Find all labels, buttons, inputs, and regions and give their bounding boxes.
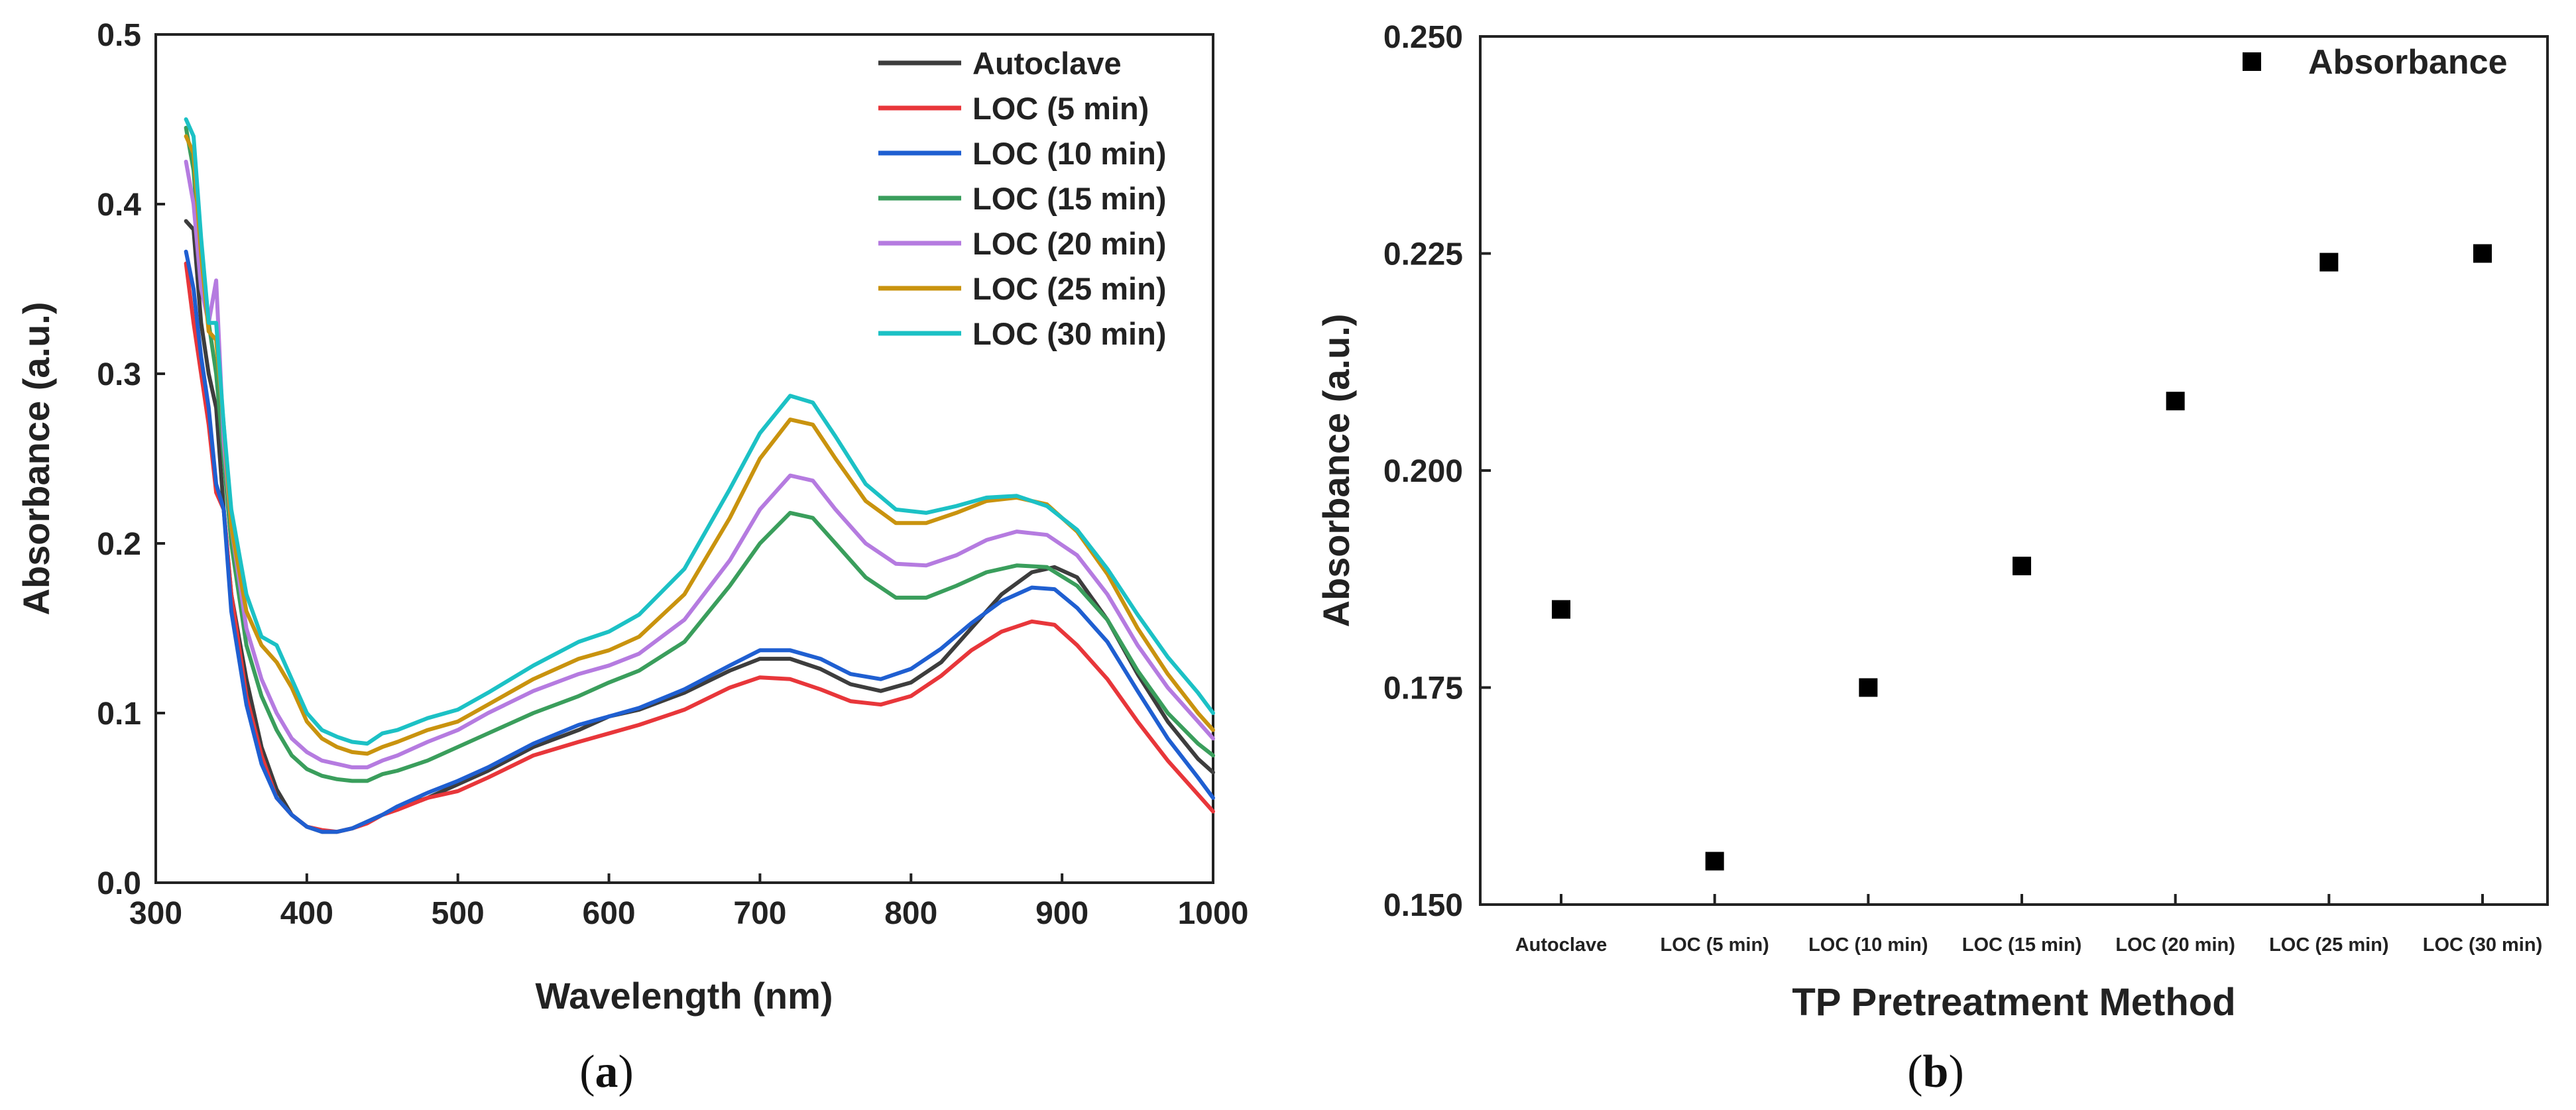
x-tick-label-a: 500 — [432, 896, 485, 931]
y-tick-label-a: 0.5 — [97, 18, 141, 53]
series-line-loc-25-min — [184, 134, 1215, 756]
x-tick-label-b: LOC (30 min) — [2423, 934, 2542, 956]
scatter-points-b — [1552, 244, 2492, 871]
x-tick-label-a: 800 — [884, 896, 937, 931]
legend-label-absorbance: Absorbance — [2308, 43, 2508, 82]
y-axis-title-a: Absorbance (a.u.) — [15, 302, 57, 616]
series-line-loc-15-min — [184, 125, 1215, 783]
series-line-loc-30-min — [184, 117, 1215, 746]
scatter-point-loc-5-min — [1705, 852, 1724, 871]
x-tick-label-b: Autoclave — [1515, 934, 1608, 956]
x-tick-label-a: 400 — [280, 896, 333, 931]
y-tick-label-a: 0.4 — [97, 188, 141, 223]
panel-label-b: (b) — [1907, 1046, 1964, 1097]
legend-b: Absorbance — [2243, 43, 2508, 82]
legend-label-autoclave: Autoclave — [972, 46, 1122, 81]
x-tick-label-a: 1000 — [1178, 896, 1249, 931]
scatter-point-autoclave — [1552, 600, 1570, 619]
panel-label-a: (a) — [579, 1046, 634, 1097]
x-axis-b: Autoclave LOC (5 min) LOC (10 min) LOC (15 … — [1515, 894, 2542, 956]
y-tick-label-b: 0.225 — [1383, 237, 1463, 272]
legend-marker-absorbance — [2243, 52, 2261, 71]
legend-label-loc-15-min: LOC (15 min) — [972, 181, 1166, 216]
y-tick-label-a: 0.2 — [97, 527, 141, 562]
scatter-point-loc-25-min — [2319, 252, 2339, 272]
legend-a: Autoclave LOC (5 min) LOC (10 min) LOC (15 … — [878, 46, 1166, 351]
series-lines-a — [184, 117, 1215, 834]
x-tick-label-b: LOC (10 min) — [1808, 934, 1928, 956]
y-tick-label-b: 0.175 — [1383, 671, 1463, 706]
x-axis-title-a: Wavelength (nm) — [535, 975, 833, 1017]
y-axis-b: 0.150 0.175 0.200 0.225 0.250 — [1383, 20, 1491, 923]
plot-frame-a — [154, 33, 1214, 884]
x-tick-label-a: 300 — [129, 896, 182, 931]
x-tick-label-b: LOC (20 min) — [2115, 934, 2235, 956]
y-axis-a: 0.0 0.1 0.2 0.3 0.4 0.5 — [97, 18, 165, 901]
y-tick-label-a: 0.3 — [97, 357, 141, 392]
chart-panel-a: 300 400 500 600 700 800 900 1000 0.00.10.20.30.… — [15, 18, 1248, 1097]
x-tick-label-b: LOC (5 min) — [1660, 934, 1769, 956]
series-line-loc-5-min — [184, 261, 1215, 834]
legend-label-loc-25-min: LOC (25 min) — [972, 271, 1166, 306]
x-axis-title-b: TP Pretreatment Method — [1792, 981, 2235, 1024]
scatter-point-loc-20-min — [2166, 392, 2185, 411]
chart-panel-b: Autoclave LOC (5 min) LOC (10 min) LOC (15 … — [1315, 20, 2549, 1097]
y-tick-label-b: 0.250 — [1383, 20, 1463, 55]
series-line-loc-20-min — [184, 160, 1215, 769]
y-tick-label-b: 0.200 — [1383, 454, 1463, 489]
x-tick-label-a: 700 — [733, 896, 786, 931]
scatter-point-loc-15-min — [2013, 557, 2031, 576]
series-line-loc-10-min — [184, 249, 1215, 834]
legend-label-loc-20-min: LOC (20 min) — [972, 226, 1166, 261]
x-tick-label-b: LOC (15 min) — [1962, 934, 2081, 956]
series-line-autoclave — [184, 219, 1215, 834]
legend-label-loc-10-min: LOC (10 min) — [972, 136, 1166, 171]
y-tick-label-a: 0.1 — [97, 696, 141, 732]
legend-label-loc-30-min: LOC (30 min) — [972, 316, 1166, 351]
y-tick-label-b: 0.150 — [1383, 888, 1463, 923]
scatter-point-loc-30-min — [2473, 244, 2492, 263]
plot-frame-b — [1479, 35, 2549, 906]
y-axis-title-b: Absorbance (a.u.) — [1315, 314, 1357, 628]
x-tick-label-a: 900 — [1035, 896, 1088, 931]
x-tick-label-a: 600 — [583, 896, 636, 931]
legend-label-loc-5-min: LOC (5 min) — [972, 91, 1149, 126]
y-tick-label-a: 0.0 — [97, 866, 141, 901]
x-tick-label-b: LOC (25 min) — [2269, 934, 2388, 956]
scatter-point-loc-10-min — [1859, 678, 1878, 697]
x-axis-a: 300 400 500 600 700 800 900 1000 — [129, 873, 1248, 931]
